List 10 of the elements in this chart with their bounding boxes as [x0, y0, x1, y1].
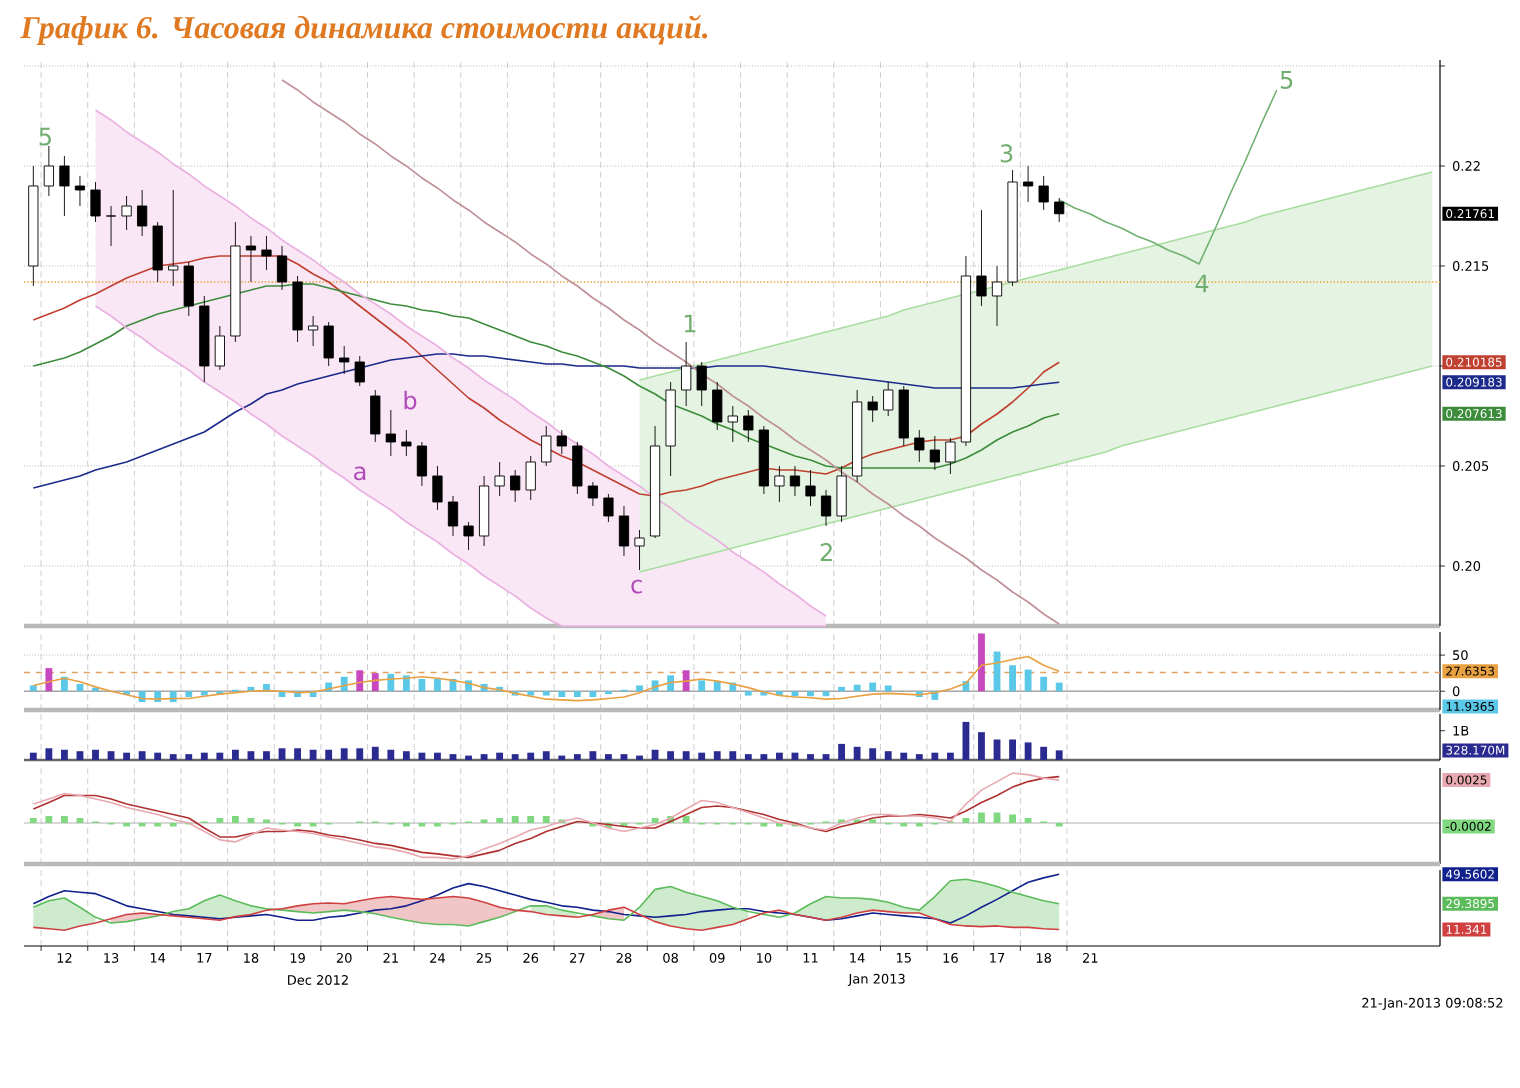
chart-title: График 6. Часовая динамика стоимости акций.: [20, 15, 708, 45]
annotation: 5: [1280, 71, 1293, 89]
annotation: c: [631, 579, 642, 594]
annotation: 5: [39, 127, 51, 146]
annotation: 1: [684, 314, 696, 333]
annotation: 4: [1195, 274, 1209, 293]
annotation: 3: [1000, 144, 1013, 163]
annotation: b: [404, 390, 417, 410]
annotation: 2: [820, 543, 832, 561]
annotation: a: [354, 466, 366, 481]
